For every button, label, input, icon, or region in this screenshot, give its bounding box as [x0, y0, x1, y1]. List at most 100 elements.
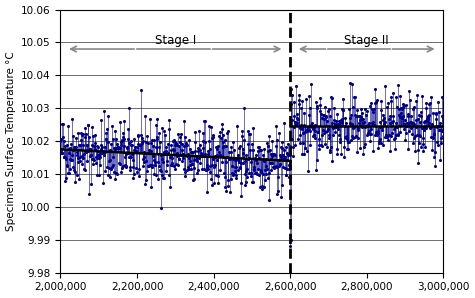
Point	[286, 244, 294, 249]
Point	[383, 134, 390, 139]
Point	[281, 155, 288, 160]
Point	[414, 160, 422, 165]
Point	[119, 131, 126, 136]
Point	[345, 107, 352, 111]
Point	[123, 145, 131, 150]
Point	[287, 86, 294, 91]
Point	[423, 117, 431, 121]
Point	[228, 171, 236, 176]
Point	[92, 160, 100, 165]
Point	[275, 189, 282, 193]
Point	[389, 119, 396, 124]
Point	[182, 140, 190, 145]
Point	[108, 124, 116, 129]
Point	[82, 126, 89, 131]
Point	[171, 142, 179, 147]
Point	[106, 175, 114, 180]
Point	[359, 125, 366, 130]
Point	[137, 88, 144, 92]
Point	[112, 137, 120, 142]
Point	[124, 150, 132, 155]
Point	[343, 147, 351, 152]
Point	[218, 126, 226, 131]
Point	[421, 118, 428, 123]
Point	[194, 167, 202, 172]
Point	[235, 158, 242, 162]
Point	[120, 143, 127, 148]
Point	[203, 189, 211, 194]
Point	[312, 99, 320, 104]
Point	[92, 133, 99, 138]
Point	[143, 150, 151, 155]
Point	[152, 173, 160, 177]
Point	[241, 172, 249, 177]
Point	[61, 143, 69, 148]
Point	[150, 137, 157, 142]
Point	[422, 125, 430, 130]
Point	[407, 125, 415, 130]
Point	[405, 89, 412, 93]
Point	[224, 178, 232, 183]
Point	[255, 173, 263, 178]
Point	[417, 133, 424, 138]
Point	[387, 94, 395, 99]
Point	[93, 173, 101, 178]
Point	[154, 160, 162, 164]
Point	[382, 134, 390, 139]
Point	[190, 165, 198, 170]
Point	[342, 121, 350, 126]
Text: Stage II: Stage II	[344, 34, 389, 47]
Point	[345, 139, 353, 144]
Point	[364, 122, 371, 127]
Point	[307, 142, 314, 147]
Point	[350, 125, 358, 129]
Point	[341, 134, 349, 139]
Point	[121, 119, 128, 124]
Point	[262, 156, 269, 161]
Point	[232, 173, 239, 178]
Point	[405, 113, 412, 118]
Point	[162, 152, 169, 157]
Point	[133, 150, 140, 155]
Point	[299, 131, 306, 136]
Point	[371, 101, 379, 105]
Point	[122, 164, 130, 168]
Point	[369, 119, 377, 124]
Point	[410, 122, 418, 127]
Point	[348, 122, 356, 127]
Point	[168, 161, 176, 165]
Point	[361, 145, 368, 150]
Point	[385, 138, 392, 142]
Point	[425, 121, 433, 125]
Point	[97, 118, 105, 123]
Point	[218, 159, 226, 164]
Point	[70, 134, 77, 139]
Point	[423, 105, 430, 110]
Point	[74, 156, 82, 160]
Point	[203, 164, 210, 169]
Point	[419, 142, 427, 146]
Point	[428, 125, 435, 129]
Point	[78, 133, 86, 137]
Point	[146, 162, 153, 167]
Point	[60, 138, 68, 143]
Point	[190, 177, 197, 181]
Point	[198, 154, 205, 159]
Point	[424, 117, 432, 121]
Point	[80, 151, 88, 156]
Point	[237, 161, 245, 165]
Point	[396, 114, 404, 119]
Point	[198, 167, 206, 172]
Point	[92, 154, 100, 159]
Point	[96, 155, 104, 159]
Point	[218, 154, 225, 159]
Point	[346, 116, 354, 121]
Point	[122, 165, 130, 170]
Point	[177, 131, 185, 136]
Point	[111, 176, 119, 181]
Point	[260, 184, 268, 189]
Point	[265, 149, 272, 153]
Point	[236, 144, 243, 148]
Text: Stage I: Stage I	[155, 34, 196, 47]
Point	[94, 145, 102, 149]
